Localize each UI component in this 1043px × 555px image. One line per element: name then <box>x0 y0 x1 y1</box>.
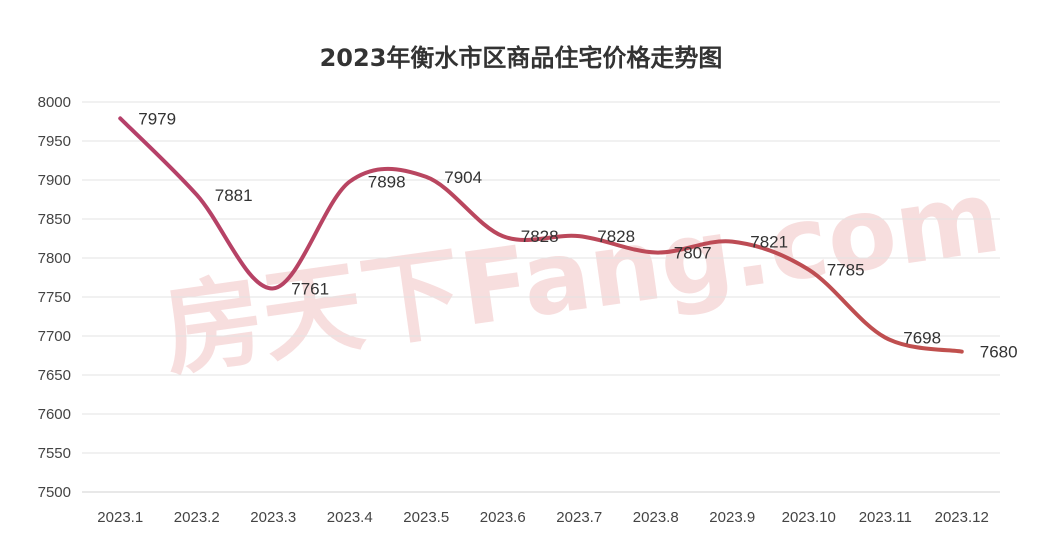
data-label: 7821 <box>750 233 788 252</box>
data-label: 7881 <box>215 186 253 205</box>
y-tick-label: 7600 <box>38 406 71 423</box>
x-tick-label: 2023.3 <box>250 509 296 526</box>
data-label: 7785 <box>827 261 865 280</box>
data-label: 7904 <box>444 168 482 187</box>
x-tick-label: 2023.7 <box>556 509 602 526</box>
x-tick-label: 2023.1 <box>97 509 143 526</box>
x-tick-label: 2023.11 <box>859 509 912 526</box>
data-label: 7807 <box>674 244 712 263</box>
x-tick-label: 2023.2 <box>174 509 220 526</box>
y-axis-ticks: 7500 7550 7600 7650 7700 7750 7800 7850 7900 7950… <box>38 94 71 501</box>
y-tick-label: 7900 <box>38 172 71 189</box>
y-tick-label: 7950 <box>38 133 71 150</box>
y-tick-label: 7850 <box>38 211 71 228</box>
data-label: 7979 <box>138 109 176 128</box>
y-tick-label: 7650 <box>38 367 71 384</box>
data-label: 7898 <box>368 173 406 192</box>
y-tick-label: 7750 <box>38 289 71 306</box>
chart-title: 2023年衡水市区商品住宅价格走势图 <box>320 44 723 72</box>
x-tick-label: 2023.9 <box>709 509 755 526</box>
y-tick-label: 7800 <box>38 250 71 267</box>
x-tick-label: 2023.4 <box>327 509 373 526</box>
data-label: 7680 <box>980 343 1018 362</box>
y-tick-label: 7500 <box>38 484 71 501</box>
x-axis-ticks: 2023.1 2023.2 2023.3 2023.4 2023.5 2023.6 2023… <box>97 509 989 526</box>
data-labels: 7979 7881 7761 7898 7904 7828 7828 7807 7821 7785… <box>138 109 1017 361</box>
series-line <box>118 116 964 354</box>
watermark-text: 房天下Fang.com <box>156 158 1007 391</box>
y-tick-label: 7550 <box>38 445 71 462</box>
y-tick-label: 7700 <box>38 328 71 345</box>
data-label: 7698 <box>903 329 941 348</box>
data-label: 7828 <box>521 227 559 246</box>
x-tick-label: 2023.6 <box>480 509 526 526</box>
x-tick-label: 2023.12 <box>935 509 989 526</box>
x-tick-label: 2023.5 <box>403 509 449 526</box>
data-label: 7761 <box>291 279 329 298</box>
x-tick-label: 2023.8 <box>633 509 679 526</box>
data-label: 7828 <box>597 227 635 246</box>
y-tick-label: 8000 <box>38 94 71 111</box>
x-tick-label: 2023.10 <box>782 509 836 526</box>
gridlines <box>82 101 1000 493</box>
